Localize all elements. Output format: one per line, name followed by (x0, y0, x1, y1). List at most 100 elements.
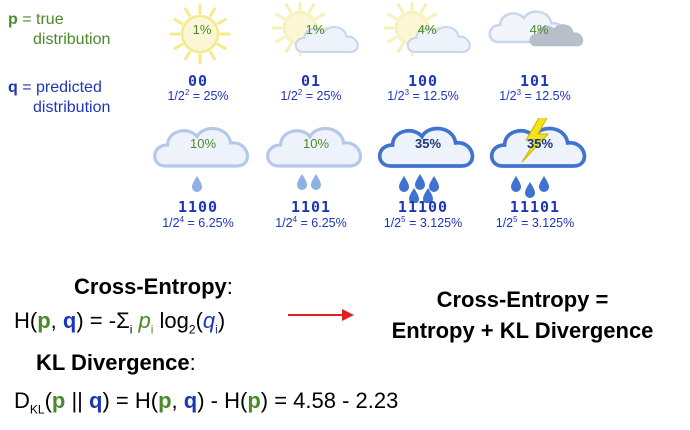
probability-percent: 35% (414, 136, 442, 151)
q-text-line2: distribution (33, 99, 111, 116)
kl-comma: , (171, 388, 184, 413)
prob-base: 1/2 (280, 89, 298, 104)
ce-rhs: ) = -Σ (76, 308, 130, 333)
prob-val: = 25% (189, 89, 229, 104)
ce-qi-sub: i (215, 322, 218, 337)
ce-qi: q (202, 308, 216, 333)
ce-i1: i (129, 322, 133, 337)
code-word: 00 (187, 72, 209, 90)
code-word: 01 (300, 72, 322, 90)
probability-percent: 1% (192, 22, 212, 37)
code-probability: 1/24 = 6.25% (133, 215, 263, 230)
code-word: 11101 (509, 198, 561, 216)
code-probability: 1/24 = 6.25% (246, 215, 376, 230)
legend-p: p = true distribution (8, 10, 110, 50)
probability-percent: 1% (305, 22, 325, 37)
p-text-line2: distribution (33, 31, 111, 48)
kl-q: q (89, 388, 103, 413)
prob-exp: 4 (292, 215, 298, 224)
code-probability: 1/23 = 12.5% (470, 88, 600, 103)
kl-open: ( (44, 388, 52, 413)
weather-tile: 4% 100 1/23 = 12.5% (370, 2, 480, 112)
kl-D: D (14, 388, 30, 413)
prob-exp: 5 (513, 215, 518, 224)
cross-entropy-colon: : (226, 274, 233, 299)
kl-bars: || (65, 388, 90, 413)
code-probability: 1/25 = 3.125% (358, 215, 488, 230)
ce-p: p (37, 308, 51, 333)
light-rain-icon (153, 127, 249, 192)
ce-H: H( (14, 308, 38, 333)
prob-base: 1/2 (275, 216, 293, 231)
prob-val: = 6.25% (184, 216, 234, 231)
code-probability: 1/25 = 3.125% (470, 215, 600, 230)
kl-p: p (51, 388, 66, 413)
kl-q2: q (183, 388, 198, 413)
prob-exp: 3 (404, 88, 410, 97)
prob-base: 1/2 (387, 89, 405, 104)
prob-val: = 3.125% (517, 216, 575, 231)
cross-entropy-title: Cross-Entropy (74, 274, 227, 299)
prob-exp: 4 (179, 215, 185, 224)
ce-log: log (153, 308, 189, 333)
probability-percent: 10% (302, 136, 330, 151)
p-symbol: p (8, 11, 18, 28)
kl-close: ) (260, 388, 269, 413)
sun-cloud-icon (383, 2, 471, 57)
kl-title: KL Divergence (36, 350, 190, 375)
code-probability: 1/23 = 12.5% (358, 88, 488, 103)
prob-base: 1/2 (499, 89, 517, 104)
prob-val: = 25% (302, 89, 342, 104)
rain-icon (266, 127, 362, 190)
ce-q: q (62, 308, 77, 333)
kl-formula: DKL(p || q) = H(p, q) - H(p) = 4.58 - 2.… (14, 388, 398, 416)
ce-open: ( (195, 308, 203, 333)
code-word: 100 (407, 72, 439, 90)
prob-exp: 2 (184, 88, 190, 97)
weather-tile: 10% 1101 1/24 = 6.25% (258, 118, 368, 230)
probability-percent: 4% (529, 22, 549, 37)
code-probability: 1/22 = 25% (133, 88, 263, 103)
ce-log-base: 2 (188, 322, 196, 337)
ce-close: ) (217, 308, 226, 333)
weather-tile: 10% 1100 1/24 = 6.25% (145, 118, 255, 230)
q-symbol: q (8, 79, 18, 96)
cross-entropy-formula: H(p, q) = -Σi pi log2(qi) (14, 308, 225, 336)
probability-percent: 4% (417, 22, 437, 37)
ce-pi: p (132, 308, 151, 333)
prob-base: 1/2 (495, 216, 514, 231)
cross-entropy-heading: Cross-Entropy: (74, 274, 233, 300)
kl-minusH: ) - H( (197, 388, 248, 413)
legend-q: q = predicted distribution (8, 78, 110, 118)
q-text-line1: = predicted (22, 79, 102, 96)
prob-val: = 12.5% (409, 89, 459, 104)
equation-block: Cross-Entropy = Entropy + KL Divergence (360, 284, 685, 346)
prob-base: 1/2 (162, 216, 180, 231)
prob-exp: 5 (401, 215, 406, 224)
cloudy-icon (488, 10, 584, 47)
ce-comma: , (50, 308, 63, 333)
weather-tile: 1% 00 1/22 = 25% (145, 2, 255, 112)
kl-value: = 4.58 - 2.23 (268, 388, 399, 413)
prob-base: 1/2 (167, 89, 185, 104)
probability-percent: 10% (189, 136, 217, 151)
prob-base: 1/2 (383, 216, 402, 231)
prob-exp: 3 (516, 88, 522, 97)
code-word: 101 (519, 72, 551, 90)
weather-tile: 4% 101 1/23 = 12.5% (482, 2, 592, 112)
heavy-rain-icon (377, 126, 475, 203)
thunderstorm-icon (489, 118, 587, 198)
code-word: 11100 (397, 198, 449, 216)
code-probability: 1/22 = 25% (246, 88, 376, 103)
p-text-line1: = true (22, 11, 64, 28)
code-word: 1100 (177, 198, 219, 216)
arrow-icon (288, 309, 354, 321)
kl-heading: KL Divergence: (36, 350, 196, 376)
kl-p3: p (247, 388, 261, 413)
sun-cloud-icon (271, 2, 359, 57)
weather-tile: 35% 11100 1/25 = 3.125% (370, 118, 480, 230)
sun-icon (169, 3, 231, 65)
equation-line1: Cross-Entropy = (436, 287, 609, 312)
equation-line2: Entropy + KL Divergence (391, 318, 654, 343)
prob-exp: 2 (297, 88, 303, 97)
